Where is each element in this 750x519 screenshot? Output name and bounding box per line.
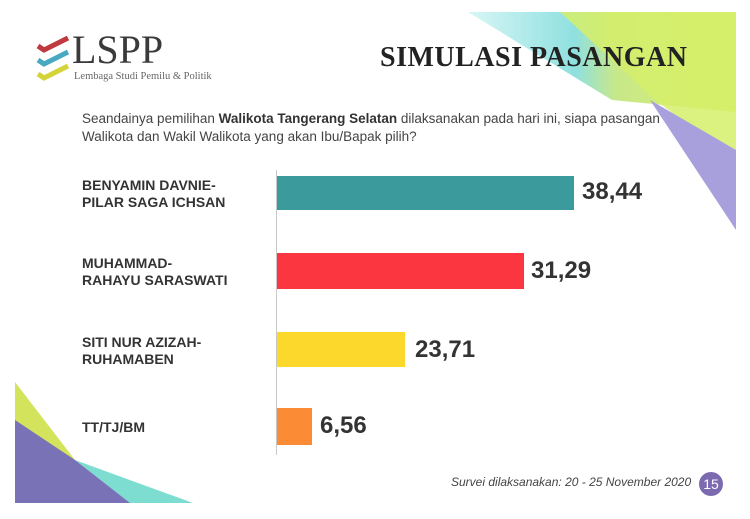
logo-text: LSPP bbox=[72, 27, 164, 72]
page-title: SIMULASI PASANGAN bbox=[380, 42, 688, 73]
bar-benyamin-pilar bbox=[277, 176, 574, 210]
bottom-left-green-shape bbox=[15, 382, 75, 503]
question-prefix: Seandainya pemilihan bbox=[82, 111, 219, 126]
bar-value: 31,29 bbox=[531, 257, 592, 284]
bar-label: TT/TJ/BM bbox=[82, 419, 145, 435]
question-highlight: Walikota Tangerang Selatan bbox=[218, 111, 398, 126]
page-number-badge: 15 bbox=[699, 472, 723, 496]
bar-value: 23,71 bbox=[415, 336, 476, 363]
bar-tt-tj-bm bbox=[277, 408, 312, 445]
bar-label: BENYAMIN DAVNIE- PILAR SAGA ICHSAN bbox=[82, 177, 226, 210]
logo-subtitle: Lembaga Studi Pemilu & Politik bbox=[74, 71, 212, 82]
bar-label: SITI NUR AZIZAH- RUHAMABEN bbox=[82, 334, 202, 367]
bar-siti-ruhamaben bbox=[277, 332, 405, 367]
question-suffix: dilaksanakan pada hari ini, siapa pasang… bbox=[82, 111, 660, 144]
y-axis-line bbox=[276, 170, 277, 455]
bar-muhammad-rahayu bbox=[277, 253, 524, 289]
bottom-left-cyan-shape bbox=[75, 460, 193, 503]
bar-value: 6,56 bbox=[320, 412, 367, 439]
lspp-logo: LSPP Lembaga Studi Pemilu & Politik bbox=[36, 27, 212, 90]
survey-question: Seandainya pemilihan Walikota Tangerang … bbox=[82, 110, 682, 146]
bar-label: MUHAMMAD- RAHAYU SARASWATI bbox=[82, 255, 228, 288]
survey-date-note: Survei dilaksanakan: 20 - 25 November 20… bbox=[451, 475, 692, 489]
bar-value: 38,44 bbox=[582, 178, 643, 205]
checkmark-stripes-icon bbox=[36, 36, 70, 81]
